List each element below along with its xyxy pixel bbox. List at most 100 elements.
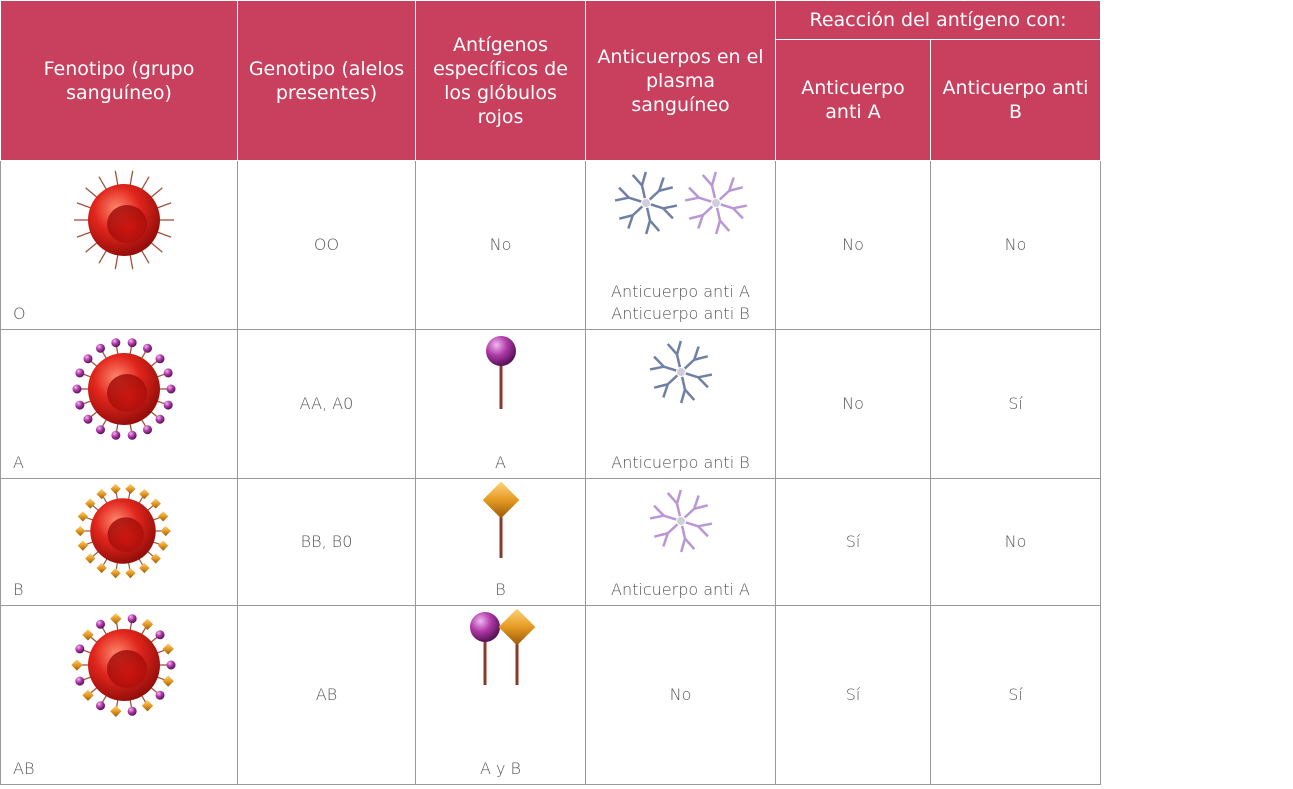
antigen-b-knob xyxy=(139,562,150,574)
antibody-stem xyxy=(715,207,721,221)
spike xyxy=(155,231,172,238)
antigen-a-knob xyxy=(127,614,137,624)
antibody-arm xyxy=(617,186,630,199)
antibody-arm xyxy=(648,219,660,232)
antigen-a-knob xyxy=(163,400,173,410)
reaction-anti-a: Sí xyxy=(775,478,931,606)
genotype: AB xyxy=(237,605,416,785)
red-cell-icon xyxy=(71,613,176,717)
phenotype: AB xyxy=(13,759,35,778)
antibody-arm xyxy=(618,214,633,220)
antibody-arm xyxy=(731,207,744,220)
antibody-stem xyxy=(684,521,699,528)
phenotype-cell: A xyxy=(0,329,238,479)
antigen-a-knob xyxy=(155,354,165,364)
antibody-stem xyxy=(666,523,678,535)
spike xyxy=(140,176,150,191)
antibody-stem xyxy=(649,203,664,210)
header-cell: Anticuerpos en el plasma sanguíneo xyxy=(585,0,776,161)
antibody-stem xyxy=(631,205,643,217)
antibody-stem xyxy=(683,507,695,519)
header-cell: Genotipo (alelos presentes) xyxy=(237,0,416,161)
antigen-icon xyxy=(469,608,535,685)
antibody-stem xyxy=(684,372,699,379)
antibody-stem xyxy=(718,189,730,201)
antibody-arm xyxy=(732,204,747,210)
antibody-stem xyxy=(662,365,677,372)
antibody-arm xyxy=(649,514,664,520)
spike xyxy=(129,253,134,270)
antigen-a-knob xyxy=(83,354,93,364)
antigen-b-knob xyxy=(110,567,121,579)
antigen-a-knob xyxy=(96,619,105,629)
antigen-icon xyxy=(485,336,516,409)
reaction-anti-a: Sí xyxy=(775,605,931,785)
spike xyxy=(114,170,119,187)
antibody-arm xyxy=(653,383,668,389)
phenotype: O xyxy=(13,304,26,323)
antibody-arm xyxy=(693,504,708,510)
antigen-b-knob xyxy=(141,618,154,630)
header-cell: Reacción del antígeno con: xyxy=(774,0,1102,40)
antigen-a-knob xyxy=(96,701,105,711)
spike xyxy=(149,241,163,253)
spike xyxy=(149,187,163,199)
cell-center xyxy=(107,517,144,552)
red-cell-icon xyxy=(74,170,174,270)
antigen-b-knob xyxy=(158,511,169,522)
antigen-cell: B xyxy=(415,478,586,606)
antibody-arm xyxy=(666,492,678,505)
antibody-label: Anticuerpo anti A Anticuerpo anti B xyxy=(586,281,775,325)
antibody-arm xyxy=(679,538,686,553)
antibody-stem xyxy=(666,374,678,386)
antigen-b-knob xyxy=(96,562,107,574)
antibody-arm xyxy=(696,525,709,538)
antibody-arm xyxy=(652,504,665,517)
antibody-stem xyxy=(662,514,677,521)
antibody-arm xyxy=(696,376,709,389)
phenotype: A xyxy=(13,453,24,472)
antibody-arm xyxy=(728,186,743,192)
antibody-line: Anticuerpo anti B xyxy=(611,304,750,323)
antibody-arm xyxy=(697,373,712,379)
antibody-arm xyxy=(649,365,664,371)
antibody-arm xyxy=(657,177,665,192)
reaction-anti-b: No xyxy=(929,160,1102,330)
antigen: A y B xyxy=(479,759,522,778)
antigen: B xyxy=(495,580,506,599)
antigen-b-knob xyxy=(160,525,171,537)
antigen-cell: A xyxy=(415,329,586,479)
antibody-arm xyxy=(631,174,643,187)
phenotype-cell: O xyxy=(0,160,238,330)
antibody-arm xyxy=(626,214,634,229)
pin-head-b xyxy=(498,608,535,646)
antibody-stem xyxy=(680,376,686,390)
antigen-b-knob xyxy=(75,525,86,537)
antibody-line: Anticuerpo anti A xyxy=(611,282,750,301)
antigen: A xyxy=(495,453,506,472)
antigen-b-knob xyxy=(141,700,154,712)
antibody-arm xyxy=(696,214,704,229)
antibody-arm xyxy=(684,196,699,202)
pin-head-a xyxy=(485,336,516,366)
antigen-b-knob xyxy=(125,483,136,495)
antigen-b-knob xyxy=(139,488,150,500)
antibody-core xyxy=(676,368,685,376)
antibody-core xyxy=(641,199,650,207)
antibody-arm xyxy=(653,532,668,538)
antibody-arm xyxy=(693,355,708,361)
antigen-b-knob xyxy=(77,511,88,522)
pin-head-a xyxy=(469,612,500,642)
antibody-arm xyxy=(662,204,677,210)
antibody-arm xyxy=(687,186,700,199)
antibody-stem xyxy=(640,185,646,199)
antigen-b-knob xyxy=(110,613,122,625)
antibody-cell: Anticuerpo anti A xyxy=(585,478,776,606)
antigen-a-knob xyxy=(166,660,176,670)
antibody-arm xyxy=(658,186,673,192)
antigen-a-knob xyxy=(166,384,176,394)
spike xyxy=(140,249,150,264)
phenotype-cell: AB xyxy=(0,605,238,785)
phenotype-cell: B xyxy=(0,478,238,606)
